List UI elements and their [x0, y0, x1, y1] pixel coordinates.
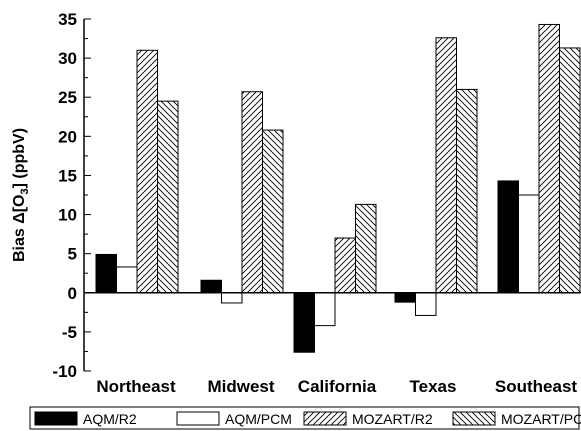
y-tick-labels: -10 -5 0 5 10 15 20 25 30 35	[52, 10, 77, 381]
y-tick-label: -10	[52, 362, 77, 381]
category-label-california: California	[298, 377, 377, 396]
legend-label-aqm-r2: AQM/R2	[83, 411, 137, 427]
bar-midwest-mozart-pcm	[262, 129, 284, 294]
bar-midwest-aqm-pcm	[221, 292, 243, 304]
bar-southeast-aqm-r2	[497, 180, 519, 294]
axes-group	[83, 18, 581, 372]
bar-texas-aqm-r2	[394, 292, 416, 303]
legend-label-mozart-pcm: MOZART/PCM	[501, 411, 581, 427]
y-tick-label: 35	[58, 10, 77, 29]
y-tick-label: 5	[68, 245, 77, 264]
y-tick-label: 10	[58, 206, 77, 225]
category-label-southeast: Southeast	[495, 377, 578, 396]
y-tick-label: 0	[68, 284, 77, 303]
bar-california-mozart-r2	[334, 237, 356, 294]
y-tick-label: -5	[62, 323, 77, 342]
bar-northeast-mozart-pcm	[157, 100, 179, 294]
category-label-northeast: Northeast	[96, 377, 176, 396]
bar-texas-aqm-pcm	[415, 292, 437, 316]
y-tick-label: 30	[58, 49, 77, 68]
bars-group	[95, 23, 581, 353]
bar-southeast-aqm-pcm	[518, 194, 540, 294]
bar-southeast-mozart-r2	[538, 23, 560, 294]
bar-southeast-mozart-pcm	[559, 47, 581, 294]
bar-california-mozart-pcm	[355, 203, 377, 294]
bar-northeast-mozart-r2	[136, 49, 158, 294]
y-axis-title: Bias Δ[O3] (ppbV)	[11, 128, 31, 262]
bar-northeast-aqm-r2	[95, 253, 117, 294]
bar-texas-mozart-r2	[435, 37, 457, 294]
category-label-texas: Texas	[410, 377, 457, 396]
legend-swatch-aqm-pcm	[176, 411, 220, 426]
category-label-midwest: Midwest	[207, 377, 274, 396]
bar-california-aqm-r2	[293, 292, 315, 353]
bar-midwest-aqm-r2	[200, 279, 222, 294]
y-tick-label: 25	[58, 88, 77, 107]
y-tick-label: 15	[58, 166, 77, 185]
legend-swatch-aqm-r2	[34, 411, 78, 426]
bar-california-aqm-pcm	[314, 292, 336, 327]
legend: AQM/R2 AQM/PCM MOZART/R2 MOZART/PCM	[29, 406, 581, 430]
legend-swatch-mozart-r2	[303, 411, 347, 426]
legend-label-mozart-r2: MOZART/R2	[352, 411, 433, 427]
category-labels: Northeast Midwest California Texas Southeast	[96, 377, 577, 396]
y-tick-label: 20	[58, 127, 77, 146]
legend-swatch-mozart-pcm	[452, 411, 496, 426]
bar-midwest-mozart-r2	[241, 91, 263, 294]
legend-label-aqm-pcm: AQM/PCM	[225, 411, 292, 427]
bar-northeast-aqm-pcm	[116, 266, 138, 294]
bar-texas-mozart-pcm	[456, 88, 478, 294]
